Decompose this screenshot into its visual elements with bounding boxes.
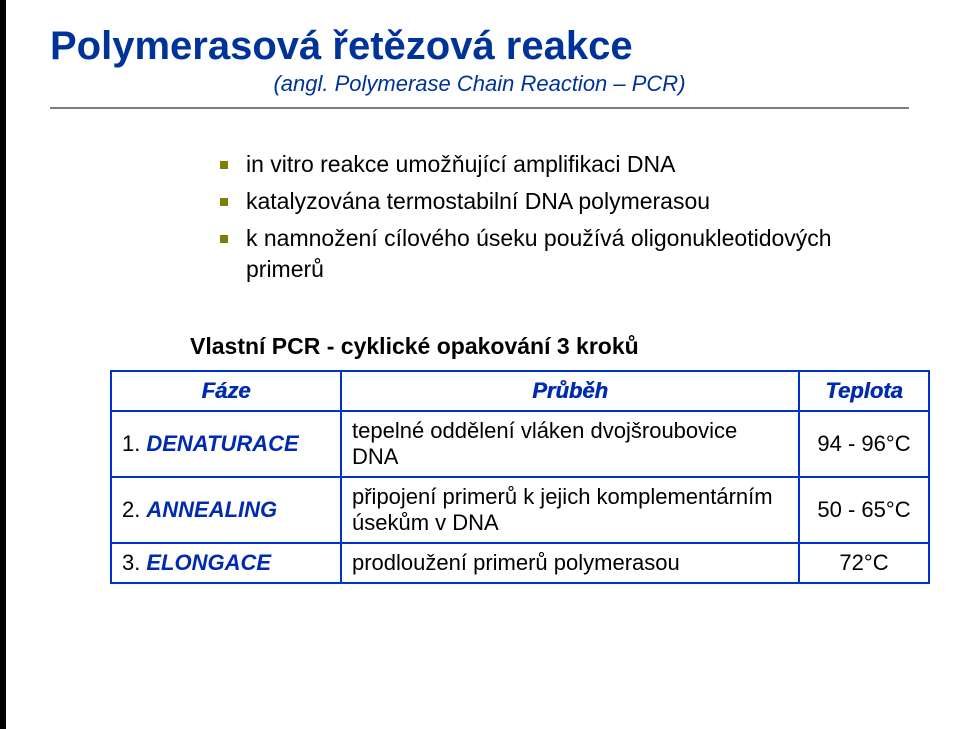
table-row: 3.ELONGACE prodloužení primerů polymeras… (111, 543, 929, 583)
list-item: katalyzována termostabilní DNA polymeras… (220, 186, 909, 217)
cell-process: prodloužení primerů polymerasou (341, 543, 799, 583)
table-header-row: Fáze Průběh Teplota (111, 371, 929, 411)
page-title: Polymerasová řetězová reakce (50, 24, 909, 69)
bullet-text: in vitro reakce umožňující amplifikaci D… (246, 149, 675, 180)
table-row: 1.DENATURACE tepelné oddělení vláken dvo… (111, 411, 929, 477)
bullet-icon (220, 198, 228, 206)
cell-process: připojení primerů k jejich komplementárn… (341, 477, 799, 543)
cell-phase: 2.ANNEALING (111, 477, 341, 543)
bullet-text: k namnožení cílového úseku používá oligo… (246, 223, 909, 285)
phases-table: Fáze Průběh Teplota 1.DENATURACE tepelné… (110, 370, 930, 584)
page-subtitle: (angl. Polymerase Chain Reaction – PCR) (50, 71, 909, 97)
cell-temp: 50 - 65°C (799, 477, 929, 543)
cell-temp: 72°C (799, 543, 929, 583)
cell-phase: 1.DENATURACE (111, 411, 341, 477)
list-item: k namnožení cílového úseku používá oligo… (220, 223, 909, 285)
list-item: in vitro reakce umožňující amplifikaci D… (220, 149, 909, 180)
col-temp: Teplota (799, 371, 929, 411)
bullet-list: in vitro reakce umožňující amplifikaci D… (220, 149, 909, 285)
bullet-text: katalyzována termostabilní DNA polymeras… (246, 186, 710, 217)
col-process: Průběh (341, 371, 799, 411)
cell-process: tepelné oddělení vláken dvojšroubovice D… (341, 411, 799, 477)
col-phase: Fáze (111, 371, 341, 411)
bullet-icon (220, 235, 228, 243)
section-heading: Vlastní PCR - cyklické opakování 3 kroků (190, 333, 909, 360)
cell-temp: 94 - 96°C (799, 411, 929, 477)
divider (50, 107, 909, 109)
bullet-icon (220, 161, 228, 169)
table-row: 2.ANNEALING připojení primerů k jejich k… (111, 477, 929, 543)
cell-phase: 3.ELONGACE (111, 543, 341, 583)
